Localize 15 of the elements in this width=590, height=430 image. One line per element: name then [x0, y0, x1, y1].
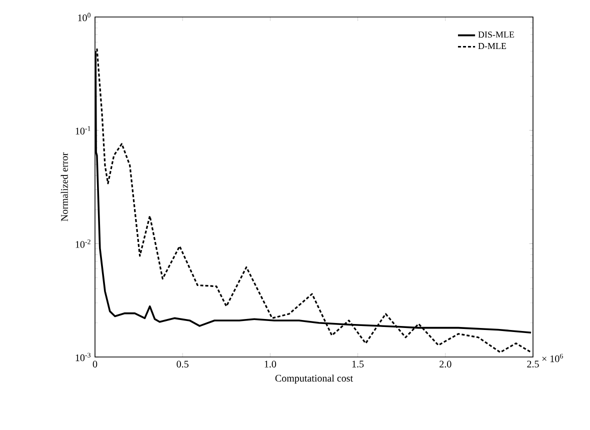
x-tick-label: 2.0: [440, 360, 452, 368]
x-tick-label: 0.5: [176, 360, 188, 368]
y-tick-label: 10$^{-2}$: [76, 239, 90, 248]
y-tick-label: 10$^{-1}$: [76, 126, 90, 134]
y-tick-label: 10$^{-3}$: [76, 352, 91, 362]
x-tick-label: 1.0: [264, 360, 276, 368]
y-tick-label: 10$^{0}$: [78, 12, 90, 22]
legend-label: DIS-MLE: [478, 32, 514, 38]
x-axis-title: Computational cost: [275, 374, 353, 384]
text: × 10$^{6}$: [542, 354, 563, 362]
x-tick-label: 1.5: [352, 360, 364, 368]
y-axis-title: Normalized error: [60, 152, 68, 222]
legend-label: D-MLE: [478, 43, 506, 49]
x-tick-label: 2.5: [527, 360, 539, 368]
x-tick-label: 0: [92, 360, 98, 368]
